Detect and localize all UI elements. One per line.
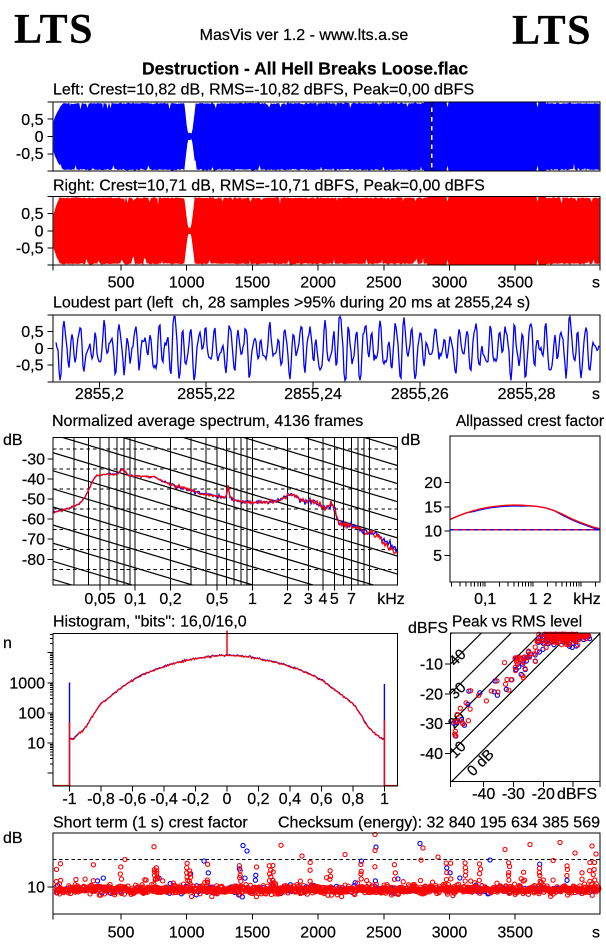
- svg-text:-0,2: -0,2: [182, 791, 210, 808]
- svg-text:s: s: [592, 275, 600, 292]
- svg-text:0: 0: [35, 129, 44, 146]
- svg-text:500: 500: [108, 925, 135, 942]
- svg-text:10: 10: [424, 524, 442, 541]
- svg-text:1: 1: [248, 591, 257, 608]
- svg-text:2855,22: 2855,22: [177, 386, 235, 403]
- svg-text:10: 10: [27, 736, 45, 753]
- svg-text:Normalized average spectrum, 4: Normalized average spectrum, 4136 frames: [52, 413, 363, 430]
- svg-text:2000: 2000: [300, 275, 336, 292]
- svg-text:-30: -30: [22, 452, 45, 469]
- svg-text:1000: 1000: [9, 675, 45, 692]
- svg-text:0: 0: [35, 223, 44, 240]
- svg-text:kHz: kHz: [377, 591, 405, 608]
- svg-text:-70: -70: [22, 532, 45, 549]
- svg-text:0,2: 0,2: [247, 791, 269, 808]
- svg-text:10: 10: [27, 880, 45, 897]
- svg-text:3500: 3500: [497, 275, 533, 292]
- svg-text:-40: -40: [420, 746, 443, 763]
- svg-text:-0,8: -0,8: [87, 791, 115, 808]
- svg-text:0,1: 0,1: [124, 591, 146, 608]
- svg-text:1000: 1000: [169, 925, 205, 942]
- svg-text:0,4: 0,4: [279, 791, 301, 808]
- svg-text:100: 100: [18, 705, 45, 722]
- svg-text:-50: -50: [22, 492, 45, 509]
- svg-text:7: 7: [347, 591, 356, 608]
- svg-text:Destruction - All Hell Breaks: Destruction - All Hell Breaks Loose.flac: [142, 59, 468, 79]
- svg-text:-40: -40: [22, 472, 45, 489]
- svg-text:0,5: 0,5: [206, 591, 228, 608]
- svg-text:1: 1: [380, 791, 389, 808]
- svg-text:2855,2: 2855,2: [75, 386, 124, 403]
- svg-text:-30: -30: [420, 716, 443, 733]
- svg-text:5: 5: [433, 548, 442, 565]
- svg-text:-20: -20: [532, 786, 555, 803]
- svg-text:-0,4: -0,4: [150, 791, 178, 808]
- svg-text:-80: -80: [22, 552, 45, 569]
- svg-text:15: 15: [424, 499, 442, 516]
- svg-text:3500: 3500: [497, 925, 533, 942]
- svg-text:Right: Crest=10,71 dB, RMS=-10: Right: Crest=10,71 dB, RMS=-10,71 dBFS, …: [53, 178, 485, 195]
- svg-text:dBFS: dBFS: [408, 620, 448, 637]
- svg-text:Checksum (energy): 32 840 195: Checksum (energy): 32 840 195 634 385 56…: [278, 815, 600, 832]
- svg-text:-0,5: -0,5: [16, 146, 44, 163]
- svg-text:-40: -40: [472, 786, 495, 803]
- svg-text:2500: 2500: [366, 925, 402, 942]
- svg-text:-60: -60: [22, 512, 45, 529]
- svg-text:s: s: [592, 925, 600, 942]
- svg-text:1500: 1500: [235, 275, 271, 292]
- svg-text:2855,24: 2855,24: [284, 386, 342, 403]
- svg-text:0: 0: [35, 341, 44, 358]
- svg-text:20: 20: [424, 475, 442, 492]
- svg-text:2000: 2000: [300, 925, 336, 942]
- svg-text:dB: dB: [3, 830, 23, 847]
- svg-text:MasVis ver 1.2 - www.lts.a.se: MasVis ver 1.2 - www.lts.a.se: [200, 27, 409, 44]
- svg-text:-10: -10: [420, 657, 443, 674]
- svg-text:2855,26: 2855,26: [391, 386, 449, 403]
- svg-text:1000: 1000: [169, 275, 205, 292]
- svg-text:2855,28: 2855,28: [498, 386, 556, 403]
- svg-text:s: s: [592, 386, 600, 403]
- svg-text:-0,5: -0,5: [16, 358, 44, 375]
- svg-text:2: 2: [543, 591, 552, 608]
- svg-text:Loudest part (left ch, 28 sam: Loudest part (left ch, 28 samples >95% d…: [53, 295, 530, 312]
- svg-text:dBFS: dBFS: [557, 786, 597, 803]
- svg-text:3: 3: [304, 591, 313, 608]
- svg-text:5: 5: [330, 591, 339, 608]
- svg-text:Histogram, "bits": 16,0/16,0: Histogram, "bits": 16,0/16,0: [53, 614, 247, 631]
- svg-text:-0,6: -0,6: [119, 791, 147, 808]
- svg-text:0,1: 0,1: [474, 591, 496, 608]
- svg-text:0: 0: [222, 791, 231, 808]
- svg-text:-1: -1: [62, 791, 76, 808]
- svg-text:2: 2: [283, 591, 292, 608]
- svg-text:Left: Crest=10,82 dB, RMS=-10,: Left: Crest=10,82 dB, RMS=-10,82 dBFS, P…: [53, 82, 474, 99]
- svg-text:0,5: 0,5: [21, 112, 43, 129]
- svg-text:n: n: [3, 635, 12, 652]
- svg-text:2500: 2500: [366, 275, 402, 292]
- svg-text:LTS: LTS: [14, 7, 94, 53]
- svg-text:0,6: 0,6: [310, 791, 332, 808]
- svg-text:4: 4: [319, 591, 328, 608]
- svg-text:1500: 1500: [235, 925, 271, 942]
- svg-text:Peak vs RMS level: Peak vs RMS level: [452, 614, 582, 631]
- svg-text:500: 500: [108, 275, 135, 292]
- svg-text:1: 1: [529, 591, 538, 608]
- svg-text:0,05: 0,05: [84, 591, 115, 608]
- svg-text:-0,5: -0,5: [16, 240, 44, 257]
- svg-text:LTS: LTS: [512, 8, 592, 54]
- svg-text:0,8: 0,8: [342, 791, 364, 808]
- svg-text:Short term (1 s) crest factor: Short term (1 s) crest factor: [53, 815, 248, 832]
- svg-text:0,5: 0,5: [21, 324, 43, 341]
- svg-text:3000: 3000: [432, 925, 468, 942]
- svg-text:0,2: 0,2: [159, 591, 181, 608]
- svg-text:-30: -30: [502, 786, 525, 803]
- svg-text:3000: 3000: [432, 275, 468, 292]
- svg-text:0,5: 0,5: [21, 206, 43, 223]
- svg-text:-20: -20: [420, 686, 443, 703]
- svg-text:Allpassed crest factor: Allpassed crest factor: [456, 413, 604, 430]
- svg-text:kHz: kHz: [573, 591, 601, 608]
- svg-text:dB: dB: [401, 432, 421, 449]
- svg-text:dB: dB: [3, 432, 23, 449]
